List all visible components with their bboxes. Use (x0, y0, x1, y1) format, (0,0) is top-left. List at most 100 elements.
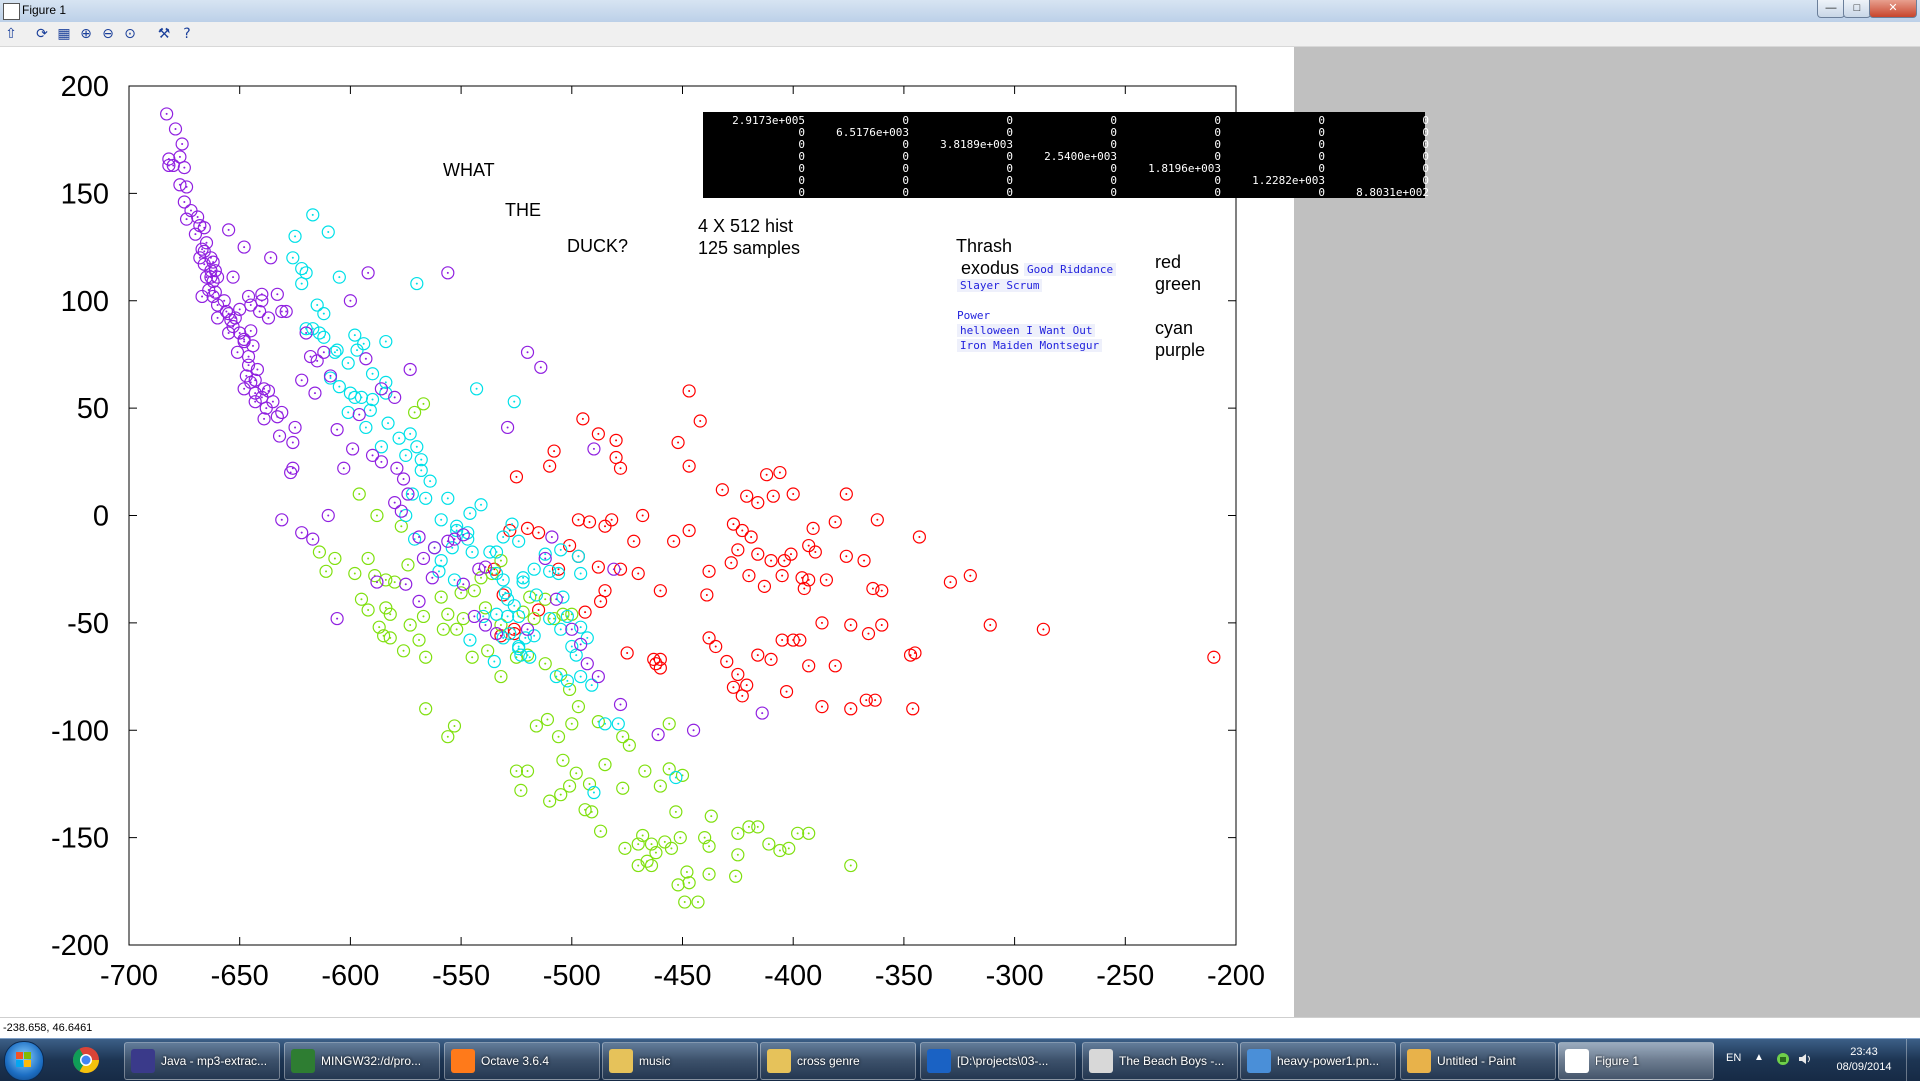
minimize-button[interactable]: — (1817, 0, 1845, 18)
data-point-center (506, 426, 509, 429)
scatter-plot[interactable]: -700 -650 -600 -550 -500 -450 -400 -350 -300 -250… (0, 47, 1294, 1017)
data-point-center (468, 512, 471, 515)
data-point (644, 858, 659, 873)
data-point-center (422, 615, 425, 618)
data-point-center (814, 551, 817, 554)
data-point (346, 442, 360, 456)
chrome-icon[interactable] (64, 1043, 108, 1077)
data-point-center (316, 304, 319, 307)
data-point (649, 846, 663, 860)
taskbar-item[interactable]: cross genre (760, 1042, 916, 1080)
data-point (607, 562, 621, 576)
data-point (401, 487, 415, 501)
data-point (757, 579, 772, 593)
data-point (520, 521, 535, 535)
taskbar-item-label: Java - mp3-extrac... (161, 1054, 268, 1068)
taskbar-app-icon (1247, 1049, 1271, 1073)
taskbar-item[interactable]: MINGW32:/d/pro... (284, 1042, 440, 1080)
data-point-center (592, 791, 595, 794)
start-button[interactable] (4, 1041, 44, 1081)
data-point (731, 826, 745, 840)
data-point-center (703, 836, 706, 839)
data-point (644, 837, 659, 851)
zoom-in-icon[interactable]: ⊕ (80, 26, 92, 42)
data-point (844, 618, 858, 632)
taskbar-item[interactable]: music (602, 1042, 758, 1080)
maximize-button[interactable]: □ (1843, 0, 1871, 18)
zoom-out-icon[interactable]: ⊖ (102, 26, 114, 42)
data-point (680, 865, 694, 879)
data-point (815, 700, 829, 714)
data-point-center (291, 441, 294, 444)
open-icon[interactable]: ⇧ (5, 26, 17, 42)
data-point-center (216, 304, 219, 307)
data-point-center (189, 209, 192, 212)
data-point (715, 483, 729, 497)
help-icon[interactable]: ? (183, 26, 191, 42)
taskbar-item[interactable]: The Beach Boys -... (1082, 1042, 1238, 1080)
y-tick-label: 50 (77, 393, 109, 425)
tray-expand-icon[interactable]: ▲ (1754, 1052, 1764, 1063)
taskbar-item[interactable]: Java - mp3-extrac... (124, 1042, 280, 1080)
data-point (275, 513, 289, 527)
data-point-center (375, 514, 378, 517)
data-point-center (699, 420, 702, 423)
data-point-center (685, 870, 688, 873)
language-indicator[interactable]: EN (1726, 1052, 1742, 1064)
window-title-bar[interactable]: Figure 1 — □ ✕ (0, 0, 1920, 23)
data-point-center (232, 276, 235, 279)
data-point-center (356, 349, 359, 352)
data-point-center (371, 372, 374, 375)
system-clock[interactable]: 23:43 08/09/2014 (1832, 1045, 1896, 1075)
data-point-center (473, 589, 476, 592)
close-button[interactable]: ✕ (1869, 0, 1917, 18)
data-point-center (511, 523, 514, 526)
data-point (514, 648, 528, 662)
grid-icon[interactable]: ▦ (57, 26, 71, 42)
data-point-center (677, 441, 680, 444)
taskbar-item-label: The Beach Boys -... (1119, 1054, 1225, 1068)
data-point-center (243, 340, 246, 343)
data-point (241, 358, 256, 372)
data-point (764, 652, 778, 666)
taskbar-item[interactable]: [D:\projects\03-... (920, 1042, 1076, 1080)
figure-canvas[interactable]: -700 -650 -600 -550 -500 -450 -400 -350 -300 -250… (0, 47, 1294, 1017)
taskbar-item[interactable]: Untitled - Paint (1400, 1042, 1556, 1080)
data-point (447, 573, 462, 587)
data-point (217, 294, 231, 308)
data-point (963, 569, 977, 583)
show-desktop-button[interactable] (1906, 1039, 1920, 1081)
network-icon[interactable] (1776, 1052, 1790, 1066)
data-point-center (316, 359, 319, 362)
refresh-icon[interactable]: ⟳ (36, 26, 48, 42)
data-point-center (415, 282, 418, 285)
zoom-reset-icon[interactable]: ⊙ (124, 26, 136, 42)
taskbar-item-label: music (639, 1054, 671, 1068)
data-point-center (420, 458, 423, 461)
data-point-center (424, 497, 427, 500)
tools-icon[interactable]: ⚒ (157, 26, 171, 42)
data-point (726, 680, 741, 694)
data-point-center (770, 559, 773, 562)
data-point (206, 274, 220, 289)
data-point-center (404, 583, 407, 586)
data-point-center (641, 834, 644, 837)
taskbar-item[interactable]: Octave 3.6.4 (444, 1042, 600, 1080)
data-point-center (570, 645, 573, 648)
data-point (819, 573, 834, 587)
data-point-center (446, 613, 449, 616)
matrix-row: 0 0 0 0 0 0 8.8031e+002 (703, 186, 1429, 199)
windows-taskbar: Java - mp3-extrac... MINGW32:/d/pro... Oct… (0, 1038, 1920, 1081)
taskbar-item[interactable]: heavy-power1.pn... (1240, 1042, 1396, 1080)
data-point (489, 627, 504, 641)
data-point-center (247, 295, 250, 298)
data-point (507, 622, 521, 636)
volume-icon[interactable] (1798, 1052, 1812, 1066)
x-tick-label: -600 (321, 960, 379, 992)
data-point-center (468, 639, 471, 642)
y-tick-label: 150 (61, 178, 109, 210)
matrix-row: 0 0 0 0 1.8196e+003 0 0 (703, 162, 1429, 175)
data-point-center (418, 535, 421, 538)
taskbar-item[interactable]: Figure 1 (1558, 1042, 1714, 1080)
data-point (673, 831, 687, 845)
